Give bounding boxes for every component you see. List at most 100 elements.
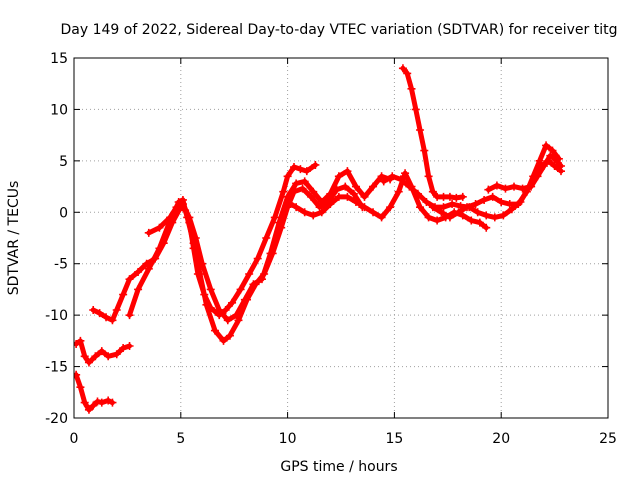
data-point [416,203,425,212]
data-point [112,306,121,314]
data-point [439,203,448,212]
data-point [292,203,301,212]
data-point [125,275,134,284]
data-point [369,182,378,191]
data-point [202,300,211,309]
data-point [292,179,301,188]
data-point [533,172,542,181]
data-point [210,326,219,335]
data-point [411,105,420,114]
y-axis-title: SDTVAR / TECUs [6,181,22,296]
data-point [84,405,93,414]
series-arc-5 [144,167,395,325]
data-point [379,177,388,186]
data-point [257,275,266,284]
data-point [234,316,243,325]
data-point [80,352,89,361]
data-point [413,189,422,198]
data-point [275,218,284,227]
data-point [424,213,433,222]
series-arc-7 [398,64,467,202]
data-point [351,182,360,191]
y-tick-label: -10 [45,308,68,324]
data-point [351,198,360,206]
x-tick-label: 25 [599,431,617,447]
data-point [95,309,104,318]
data-point [458,192,467,201]
data-point [473,208,482,217]
y-tick-label: 15 [50,51,68,67]
y-tick-label: -5 [54,257,68,273]
data-point [125,311,134,320]
data-point [377,213,386,222]
data-point [134,285,143,294]
series-line [74,338,132,365]
data-point [518,184,527,193]
data-point [326,200,335,209]
data-point [185,213,194,222]
x-axis-title: GPS time / hours [280,459,397,475]
data-point [155,244,164,253]
data-point [240,295,249,304]
data-point [527,182,536,191]
data-point [407,84,416,93]
data-point [298,184,307,193]
data-point [134,267,143,276]
data-point [542,141,551,150]
data-point [262,234,271,242]
data-point [482,223,491,232]
data-point [396,175,405,184]
chart-title: Day 149 of 2022, Sidereal Day-to-day VTE… [61,22,618,38]
data-point [388,172,397,181]
data-point [452,193,461,202]
data-point [501,184,510,193]
data-point [360,203,369,212]
data-point [437,208,446,217]
data-point [296,165,305,174]
data-point [539,162,548,170]
data-point [548,146,557,155]
data-point [311,160,320,169]
data-point [223,316,232,325]
data-point [102,313,111,322]
data-point [253,254,262,263]
data-point [104,396,113,405]
data-point [245,270,254,278]
data-point [144,228,153,237]
data-point [228,298,237,307]
data-point [360,192,369,201]
series-line [146,168,393,323]
data-point [84,358,93,367]
data-point [309,211,318,220]
series-line [74,372,115,413]
y-tick-labels: -20 -15 -10 -5 0 5 10 15 [45,51,68,427]
data-point [484,185,493,194]
data-point [341,182,350,191]
data-point [74,370,81,379]
data-point [178,200,187,209]
data-point [420,146,429,155]
x-tick-label: 20 [492,431,510,447]
data-point [488,192,497,201]
data-point [249,280,258,289]
data-point [369,208,378,217]
axis-ticks [73,57,609,419]
data-point [104,352,113,361]
y-tick-label: 5 [59,154,68,170]
data-point [236,285,245,294]
data-point [300,177,309,186]
data-point [394,187,403,196]
data-point [557,162,566,170]
data-point [514,200,523,209]
data-series [74,64,566,414]
data-point [386,203,395,212]
data-point [317,208,326,217]
data-point [326,189,335,198]
x-tick-label: 15 [385,431,403,447]
y-tick-label: -20 [45,411,68,427]
data-point [270,213,279,222]
data-point [499,211,508,220]
data-point [458,211,467,220]
series-arc-1 [74,370,117,414]
